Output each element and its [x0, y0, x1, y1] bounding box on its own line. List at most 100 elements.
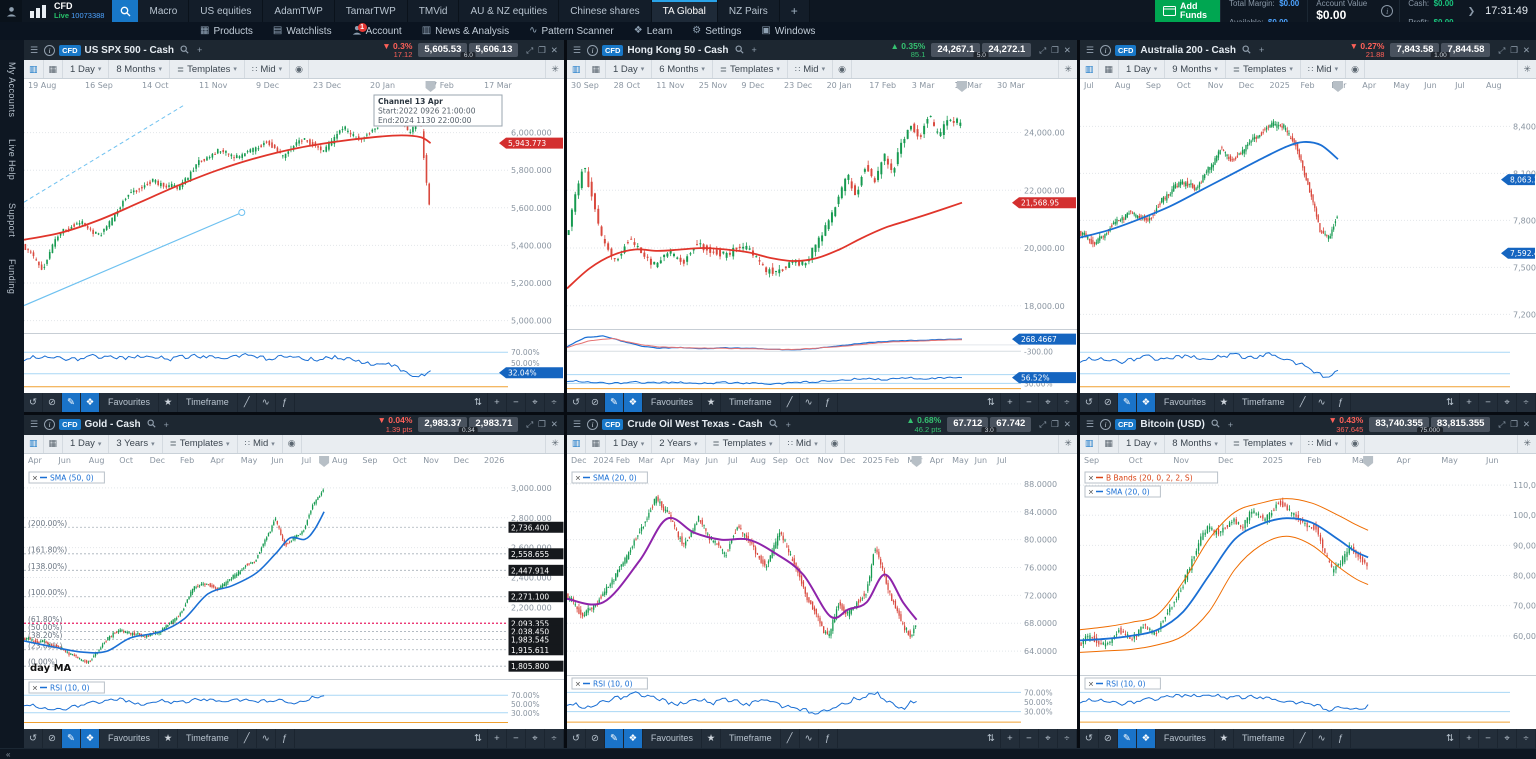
- add-instrument-icon[interactable]: +: [751, 45, 757, 55]
- favourites-button[interactable]: Favourites: [643, 728, 702, 748]
- undo-icon[interactable]: ↺: [1080, 728, 1099, 748]
- timeframe-select[interactable]: 1 Day ▾: [63, 434, 110, 453]
- scale-icon[interactable]: ⇅: [982, 392, 1001, 412]
- popout-icon[interactable]: ⤢: [526, 419, 534, 430]
- chart-canvas[interactable]: 19 Aug 16 Sep 14 Oct 11 Nov 9 Dec 23 Dec 20 Ja…: [24, 79, 564, 393]
- duration-select[interactable]: 9 Months ▾: [1165, 60, 1226, 78]
- chart-settings-icon[interactable]: ✳: [1517, 434, 1536, 453]
- sell-price-button[interactable]: 24,267.1: [931, 42, 981, 58]
- info-icon[interactable]: i: [1381, 5, 1394, 17]
- shapes-icon[interactable]: ❖: [623, 728, 643, 748]
- indicator-icon[interactable]: ƒ: [819, 392, 838, 412]
- undo-icon[interactable]: ↺: [24, 392, 43, 412]
- layout-grid-icon[interactable]: ▦: [1099, 60, 1119, 78]
- search-icon[interactable]: [145, 419, 158, 430]
- chart-type-icon[interactable]: ▥: [1080, 60, 1100, 78]
- eraser-icon[interactable]: ⊘: [586, 728, 605, 748]
- crosshair-icon[interactable]: ⌖: [1498, 728, 1517, 748]
- chart-settings-icon[interactable]: ✳: [1517, 60, 1536, 78]
- close-icon[interactable]: ✕: [1063, 419, 1071, 430]
- divider-icon[interactable]: ÷: [1517, 392, 1536, 412]
- sidebar-item-live-help[interactable]: Live Help: [7, 139, 17, 181]
- eraser-icon[interactable]: ⊘: [586, 392, 605, 412]
- workspace-tab-us-equities[interactable]: US equities: [189, 0, 264, 22]
- menu-item-windows[interactable]: ▣ Windows: [751, 22, 825, 40]
- zoom-out-icon[interactable]: −: [1479, 392, 1498, 412]
- shapes-icon[interactable]: ❖: [81, 392, 100, 412]
- duration-select[interactable]: 8 Months ▾: [1165, 434, 1226, 453]
- chart-settings-icon[interactable]: ✳: [1058, 60, 1077, 78]
- crosshair-icon[interactable]: ⌖: [526, 728, 545, 748]
- info-icon[interactable]: i: [587, 419, 598, 431]
- divider-icon[interactable]: ÷: [1058, 728, 1077, 748]
- workspace-tab-adamtwp[interactable]: AdamTWP: [263, 0, 335, 22]
- shapes-icon[interactable]: ❖: [81, 728, 100, 748]
- crosshair-icon[interactable]: ⌖: [1498, 392, 1517, 412]
- add-workspace-tab[interactable]: +: [779, 0, 810, 22]
- eye-icon[interactable]: ◉: [1346, 60, 1365, 78]
- menu-item-settings[interactable]: ⚙ Settings: [682, 22, 751, 40]
- timeframe-button[interactable]: Timeframe: [178, 392, 238, 412]
- eye-icon[interactable]: ◉: [290, 60, 310, 78]
- info-icon[interactable]: i: [1099, 419, 1111, 431]
- popout-icon[interactable]: ⤢: [1498, 419, 1506, 430]
- close-icon[interactable]: ✕: [550, 44, 558, 55]
- menu-icon[interactable]: ☰: [572, 419, 581, 430]
- draw-pencil-icon[interactable]: ✎: [604, 728, 624, 748]
- info-icon[interactable]: i: [44, 44, 56, 56]
- layout-grid-icon[interactable]: ▦: [1099, 434, 1119, 453]
- collapse-sidebar-icon[interactable]: «: [6, 749, 11, 759]
- add-instrument-icon[interactable]: +: [1259, 45, 1265, 55]
- chart-settings-icon[interactable]: ✳: [545, 434, 564, 453]
- timeframe-button[interactable]: Timeframe: [721, 392, 781, 412]
- info-icon[interactable]: i: [587, 44, 598, 56]
- buy-price-button[interactable]: 24,272.1: [982, 42, 1032, 58]
- templates-select[interactable]: ≣ Templates ▾: [713, 60, 788, 78]
- close-icon[interactable]: ✕: [550, 419, 558, 430]
- divider-icon[interactable]: ÷: [1517, 728, 1536, 748]
- layout-grid-icon[interactable]: ▦: [44, 434, 64, 453]
- price-mode-select[interactable]: ∷ Mid ▾: [780, 434, 826, 453]
- search-button[interactable]: [112, 0, 139, 22]
- shapes-icon[interactable]: ❖: [1136, 728, 1156, 748]
- chevron-right-icon[interactable]: ❯: [1467, 5, 1476, 16]
- indicator-icon[interactable]: ƒ: [1332, 392, 1351, 412]
- chart-type-icon[interactable]: ▥: [567, 434, 587, 453]
- search-icon[interactable]: [733, 44, 746, 56]
- user-menu-button[interactable]: [0, 0, 22, 22]
- duplicate-icon[interactable]: ❐: [538, 419, 546, 430]
- add-instrument-icon[interactable]: +: [163, 419, 169, 430]
- workspace-tab-tamartwp[interactable]: TamarTWP: [334, 0, 408, 22]
- menu-item-account[interactable]: Account 1: [342, 22, 412, 40]
- menu-icon[interactable]: ☰: [30, 419, 39, 430]
- zoom-in-icon[interactable]: +: [1460, 728, 1479, 748]
- workspace-tab-ta-global[interactable]: TA Global: [651, 0, 718, 22]
- menu-icon[interactable]: ☰: [572, 44, 581, 55]
- chart-type-icon[interactable]: ▥: [567, 60, 587, 78]
- layout-grid-icon[interactable]: ▦: [586, 434, 606, 453]
- timeframe-button[interactable]: Timeframe: [721, 728, 781, 748]
- scale-icon[interactable]: ⇅: [469, 728, 488, 748]
- sell-price-button[interactable]: 5,605.53: [418, 42, 468, 58]
- workspace-tab-chinese-shares[interactable]: Chinese shares: [559, 0, 652, 22]
- add-instrument-icon[interactable]: +: [196, 45, 203, 55]
- chart-canvas[interactable]: 30 Sep 28 Oct 11 Nov 25 Nov 9 Dec 23 Dec 20 Ja…: [566, 79, 1077, 393]
- undo-icon[interactable]: ↺: [567, 392, 586, 412]
- timeframe-select[interactable]: 1 Day ▾: [1119, 60, 1166, 78]
- price-mode-select[interactable]: ∷ Mid ▾: [245, 60, 291, 78]
- indicator-icon[interactable]: ƒ: [819, 728, 838, 748]
- popout-icon[interactable]: ⤢: [1039, 44, 1047, 55]
- divider-icon[interactable]: ÷: [1058, 392, 1077, 412]
- trendline-icon[interactable]: ╱: [781, 392, 800, 412]
- zoom-in-icon[interactable]: +: [488, 728, 507, 748]
- zoom-out-icon[interactable]: −: [1020, 728, 1039, 748]
- wave-icon[interactable]: ∿: [257, 728, 276, 748]
- favourite-star-icon[interactable]: ★: [702, 728, 721, 748]
- workspace-tab-tmvid[interactable]: TMVid: [407, 0, 460, 22]
- zoom-in-icon[interactable]: +: [1460, 392, 1479, 412]
- draw-pencil-icon[interactable]: ✎: [1117, 392, 1137, 412]
- wave-icon[interactable]: ∿: [800, 392, 819, 412]
- indicator-icon[interactable]: ƒ: [276, 392, 295, 412]
- eye-icon[interactable]: ◉: [833, 60, 852, 78]
- zoom-in-icon[interactable]: +: [488, 392, 507, 412]
